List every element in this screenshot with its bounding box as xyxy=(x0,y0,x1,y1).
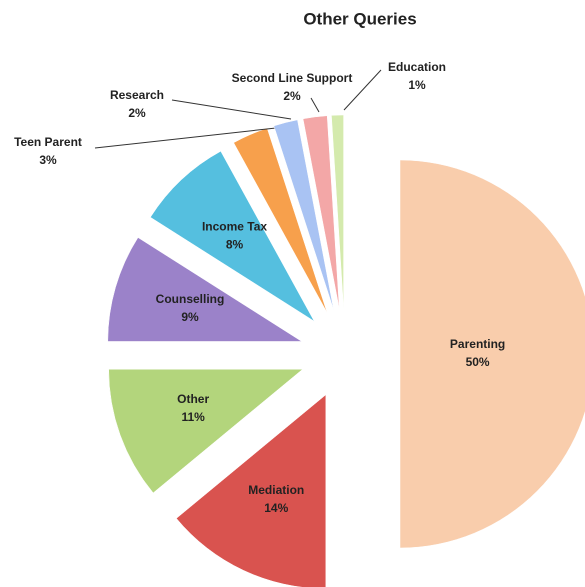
leader-line xyxy=(171,99,292,120)
pie-slice xyxy=(107,237,303,342)
slice-value-label: 50% xyxy=(466,355,490,369)
slice-value-label: 2% xyxy=(128,106,146,120)
slice-label: Counselling xyxy=(156,292,225,306)
slice-value-label: 8% xyxy=(226,238,244,252)
chart-title: Other Queries xyxy=(303,9,416,28)
slice-label: Income Tax xyxy=(202,220,267,234)
slice-label: Second Line Support xyxy=(232,71,353,85)
leader-line xyxy=(94,127,277,149)
slice-label: Other xyxy=(177,392,209,406)
pie-slice xyxy=(233,127,328,313)
pie-slice xyxy=(399,159,585,549)
slice-value-label: 11% xyxy=(181,410,205,424)
slice-value-label: 3% xyxy=(39,153,57,167)
pie-slice xyxy=(273,119,335,311)
slice-label: Education xyxy=(388,60,446,74)
slice-label: Research xyxy=(110,88,164,102)
slice-label: Teen Parent xyxy=(14,135,82,149)
pie-slice xyxy=(150,150,315,322)
pie-slice xyxy=(176,394,327,587)
slice-value-label: 2% xyxy=(283,89,301,103)
slice-value-label: 1% xyxy=(408,78,426,92)
leader-line xyxy=(310,97,320,113)
pie-slice xyxy=(108,368,304,494)
slice-label: Parenting xyxy=(450,337,505,351)
leader-line xyxy=(343,69,382,111)
slice-value-label: 9% xyxy=(181,310,199,324)
pie-slice xyxy=(302,115,340,310)
slice-label: Mediation xyxy=(248,483,304,497)
pie-slice xyxy=(331,114,344,310)
slice-value-label: 14% xyxy=(264,501,288,515)
